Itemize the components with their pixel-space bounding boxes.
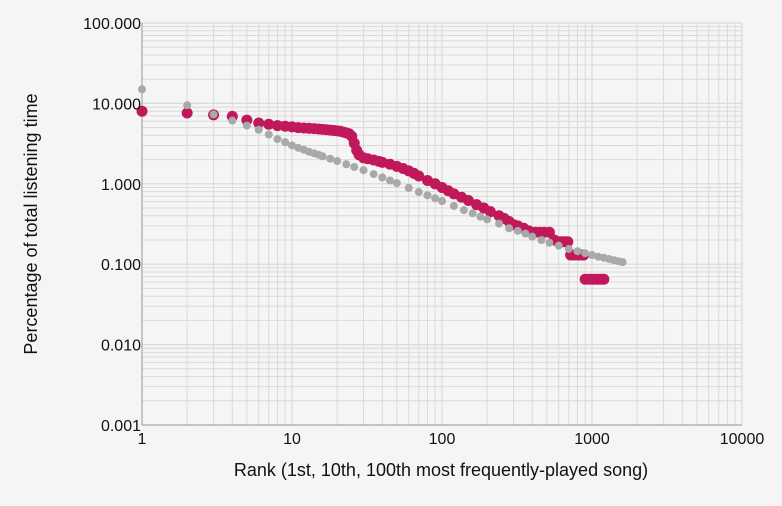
data-point (242, 121, 251, 130)
data-point (581, 249, 590, 258)
data-point (254, 125, 263, 134)
grid (141, 22, 743, 426)
data-point (476, 212, 485, 221)
data-point (369, 170, 378, 179)
data-point (449, 201, 458, 210)
x-tick-label: 100 (429, 431, 456, 448)
data-point (281, 138, 290, 147)
y-tick-label: 100.000 (83, 16, 141, 33)
data-point (228, 116, 237, 125)
data-point (342, 160, 351, 169)
data-point (562, 236, 574, 248)
y-tick-label: 10.000 (92, 96, 141, 113)
x-tick-label: 1 (138, 431, 147, 448)
y-axis-label: Percentage of total listening time (21, 93, 41, 354)
y-tick-label: 0.100 (101, 257, 141, 274)
data-point (385, 176, 394, 185)
data-point (263, 118, 275, 130)
data-point (573, 247, 582, 256)
y-tick-label: 0.001 (101, 418, 141, 435)
data-point (181, 107, 193, 119)
data-point (138, 85, 146, 94)
data-point (392, 179, 401, 188)
data-point (431, 194, 440, 203)
data-point (326, 154, 335, 163)
data-point (273, 135, 282, 144)
data-point (423, 191, 432, 200)
data-point (459, 206, 468, 215)
data-point (378, 173, 387, 182)
data-point (588, 251, 596, 260)
data-point (136, 105, 148, 117)
y-tick-label: 0.010 (101, 338, 141, 355)
data-point (288, 141, 296, 150)
data-point (209, 110, 218, 119)
data-point (462, 194, 474, 206)
data-point (264, 130, 273, 139)
data-point (537, 235, 546, 244)
data-point (554, 241, 563, 250)
data-point (468, 209, 477, 218)
data-point (618, 258, 627, 267)
x-tick-label: 10000 (720, 431, 765, 448)
data-point (350, 162, 359, 171)
data-point (521, 229, 530, 238)
data-point (598, 273, 610, 285)
data-point (483, 215, 492, 224)
data-series (136, 85, 627, 285)
data-point (413, 170, 425, 182)
y-tick-label: 1.000 (101, 177, 141, 194)
data-point (484, 206, 496, 218)
x-tick-label: 10 (283, 431, 301, 448)
data-point (404, 183, 413, 192)
data-point (414, 188, 423, 197)
data-point (318, 152, 327, 161)
data-point (528, 232, 537, 241)
data-point (564, 244, 573, 253)
x-axis-label: Rank (1st, 10th, 100th most frequently-p… (234, 460, 648, 480)
data-point (495, 219, 504, 228)
data-point (183, 101, 192, 110)
data-point (253, 117, 265, 129)
data-point (333, 157, 342, 166)
data-point (438, 197, 446, 206)
series-2 (138, 85, 627, 267)
data-point (545, 238, 554, 247)
tick-labels: 1 10 100 1000 10000 0.001 0.010 0.100 1.000 10.00… (83, 16, 764, 448)
data-point (505, 224, 514, 233)
data-point (359, 166, 368, 175)
x-tick-label: 1000 (574, 431, 610, 448)
data-point (513, 226, 522, 235)
